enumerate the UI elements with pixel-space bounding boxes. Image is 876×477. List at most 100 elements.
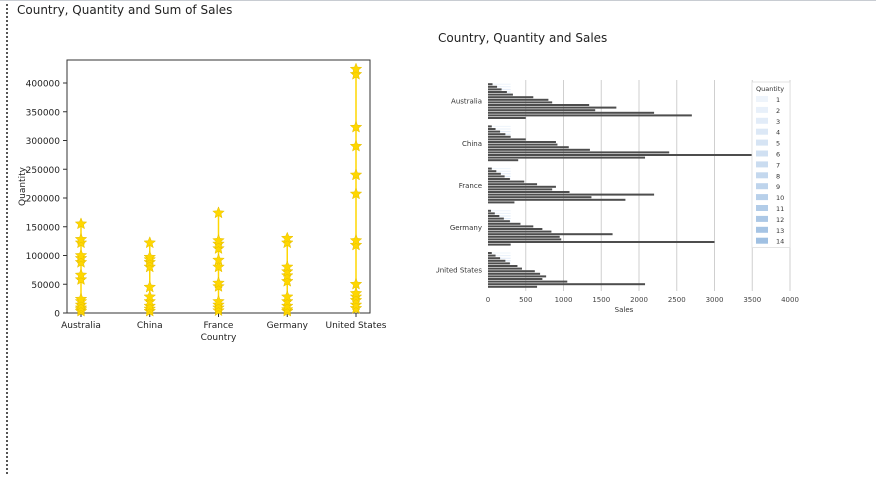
- data-point-star: [349, 233, 363, 246]
- sales-bar: [488, 154, 757, 156]
- sales-bar: [488, 243, 511, 246]
- data-point-star: [143, 260, 157, 273]
- sales-bar: [488, 106, 617, 109]
- sales-bar: [488, 228, 543, 230]
- data-point-star: [212, 260, 225, 273]
- sales-bar: [488, 138, 526, 141]
- sales-bar: [488, 125, 492, 128]
- legend-label: 8: [776, 172, 780, 180]
- data-point-star: [74, 217, 88, 230]
- legend-label: 11: [776, 205, 784, 213]
- sales-bar: [488, 93, 513, 96]
- legend-swatch: [756, 226, 768, 233]
- sales-bar: [488, 130, 501, 133]
- legend-label: 10: [776, 194, 784, 202]
- legend-label: 5: [776, 140, 780, 148]
- x-tick-label: 2000: [630, 296, 648, 304]
- x-tick-label: France: [204, 321, 234, 331]
- x-tick-label: 3500: [743, 296, 761, 304]
- x-tick-label: 4000: [781, 296, 799, 304]
- y-tick-label: 400000: [26, 80, 61, 90]
- data-point-star: [143, 250, 157, 263]
- legend-swatch: [756, 172, 768, 179]
- data-point-star: [74, 248, 88, 261]
- legend-label: 7: [776, 161, 780, 169]
- sales-bar: [488, 178, 510, 180]
- y-tick-label: United States: [436, 266, 482, 274]
- legend-label: 1: [776, 96, 780, 104]
- y-tick-label: 350000: [26, 108, 61, 118]
- sales-bar: [488, 101, 553, 104]
- data-point-star: [212, 253, 225, 266]
- sales-bar: [488, 217, 504, 220]
- y-tick-label: 0: [54, 310, 60, 320]
- sales-bar: [488, 96, 534, 99]
- legend-swatch: [756, 215, 768, 222]
- sales-bar: [488, 143, 558, 146]
- data-point-star: [74, 255, 88, 268]
- x-tick-label: 3000: [706, 296, 724, 304]
- sales-bar: [488, 141, 556, 143]
- data-point-star: [74, 292, 88, 305]
- data-point-star: [212, 276, 225, 289]
- sales-bar: [488, 209, 492, 212]
- sales-bar: [488, 272, 541, 275]
- sales-bar: [488, 156, 646, 159]
- sales-bar: [488, 151, 670, 154]
- sales-bar: [488, 222, 521, 225]
- y-axis-label: Quantity: [18, 166, 28, 206]
- sales-bar: [488, 225, 534, 228]
- sales-bar: [488, 183, 538, 186]
- legend-swatch: [756, 183, 768, 190]
- sales-bar: [488, 135, 511, 138]
- y-tick-label: 300000: [26, 137, 61, 147]
- x-tick-label: 1000: [555, 296, 573, 304]
- y-tick-label: 100000: [26, 252, 61, 262]
- data-point-star: [212, 241, 225, 255]
- data-point-star: [212, 279, 225, 292]
- data-point-star: [74, 273, 88, 286]
- x-tick-label: 2500: [668, 296, 686, 304]
- x-tick-label: United States: [326, 321, 387, 331]
- legend-swatch: [756, 237, 768, 244]
- sales-bar: [488, 267, 522, 270]
- sales-bar: [488, 117, 526, 119]
- data-point-star: [280, 268, 294, 282]
- sales-bar: [488, 188, 553, 191]
- data-point-star: [280, 260, 294, 273]
- data-point-star: [280, 274, 294, 287]
- legend-label: 2: [776, 107, 780, 115]
- data-point-star: [349, 187, 363, 200]
- data-point-star: [349, 277, 363, 290]
- y-tick-label: 250000: [26, 166, 61, 176]
- sales-bar: [488, 278, 543, 280]
- sales-bar: [488, 148, 590, 151]
- data-point-star: [212, 233, 225, 246]
- sales-bar: [488, 275, 547, 278]
- x-tick-label: Australia: [61, 321, 101, 331]
- legend-title: Quantity: [756, 85, 784, 93]
- data-point-star: [349, 286, 363, 299]
- legend-swatch: [756, 117, 768, 124]
- data-point-star: [143, 299, 157, 312]
- legend-swatch: [756, 205, 768, 211]
- sales-bar: [488, 85, 498, 88]
- top-border: [0, 0, 876, 1]
- sales-bar: [488, 201, 515, 204]
- sales-bar: [488, 280, 568, 283]
- data-point-star: [143, 236, 157, 249]
- sales-bar: [488, 104, 590, 106]
- sales-bar: [488, 109, 596, 112]
- sales-bar: [488, 196, 592, 199]
- data-point-star: [349, 238, 363, 251]
- y-tick-label: 150000: [26, 223, 61, 233]
- y-tick-label: 50000: [31, 281, 60, 291]
- legend-label: 13: [776, 227, 784, 235]
- data-point-star: [74, 268, 88, 281]
- sales-bar: [488, 180, 525, 183]
- legend-label: 3: [776, 118, 780, 126]
- legend-swatch: [756, 161, 768, 168]
- sales-bar: [488, 175, 505, 178]
- legend-label: 4: [776, 129, 780, 137]
- legend-swatch: [756, 150, 768, 157]
